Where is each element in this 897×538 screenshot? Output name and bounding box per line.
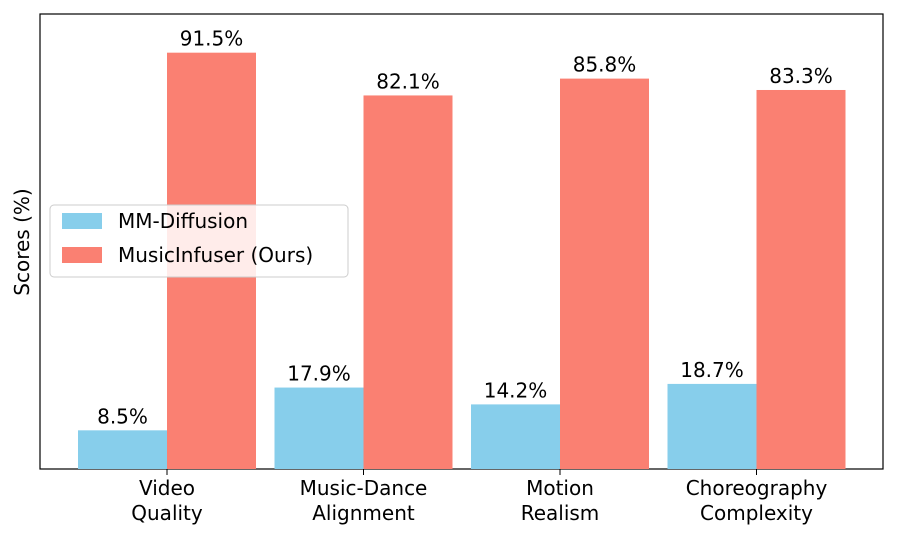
data-label-mm-diffusion-3: 18.7% [680,358,744,382]
legend-swatch-musicinfuser [62,247,102,263]
x-tick-label-2-1: Realism [521,501,600,525]
data-label-musicinfuser-1: 82.1% [376,69,440,93]
bar-musicinfuser-3 [756,89,846,470]
bar-musicinfuser-2 [560,78,649,470]
data-label-musicinfuser-3: 83.3% [769,64,833,88]
x-tick-label-3-1: Complexity [700,501,813,525]
x-tick-label-1-1: Alignment [312,501,415,525]
bar-mm-diffusion-0 [78,430,167,469]
legend-swatch-mm-diffusion [62,213,102,229]
legend: MM-Diffusion MusicInfuser (Ours) [49,204,349,278]
x-tick-label-0-1: Quality [131,501,203,525]
data-label-musicinfuser-0: 91.5% [180,27,244,51]
x-tick-label-1-0: Music-Dance [300,476,428,500]
bar-mm-diffusion-2 [471,404,560,469]
data-label-musicinfuser-2: 85.8% [573,53,637,77]
legend-label-mm-diffusion: MM-Diffusion [118,209,248,233]
legend-box [49,204,349,278]
bar-mm-diffusion-1 [274,387,364,469]
bar-musicinfuser-1 [363,95,453,469]
legend-label-musicinfuser: MusicInfuser (Ours) [118,243,313,267]
data-label-mm-diffusion-1: 17.9% [287,362,351,386]
data-label-mm-diffusion-2: 14.2% [484,378,548,402]
x-tick-label-3-0: Choreography [686,476,828,500]
x-tick-label-0-0: Video [139,476,195,500]
x-tick-label-2-0: Motion [526,476,594,500]
data-label-mm-diffusion-0: 8.5% [97,404,148,428]
bar-mm-diffusion-3 [667,383,757,469]
y-axis-label: Scores (%) [10,188,34,295]
plot-frame [39,13,884,470]
